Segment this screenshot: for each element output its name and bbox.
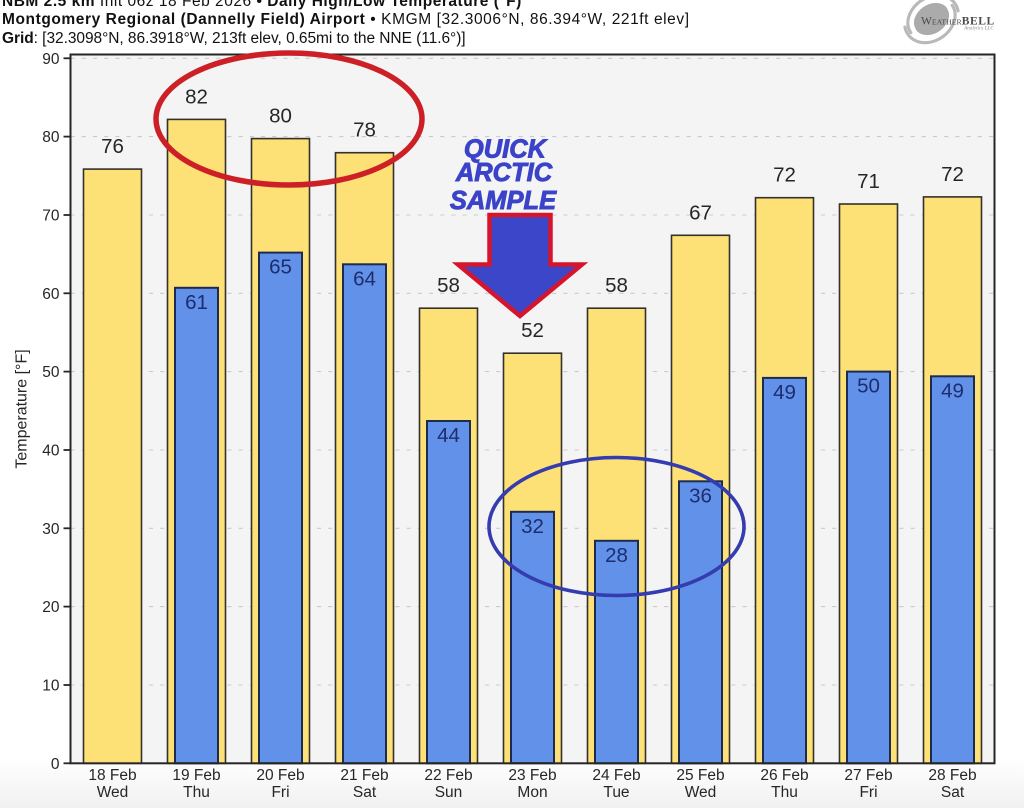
- svg-text:QUICK: QUICK: [464, 136, 548, 164]
- svg-text:60: 60: [42, 286, 60, 303]
- svg-text:19 Feb: 19 Feb: [172, 767, 220, 784]
- svg-text:22 Feb: 22 Feb: [424, 767, 472, 784]
- svg-text:71: 71: [857, 170, 880, 193]
- svg-text:40: 40: [42, 443, 60, 460]
- svg-text:26 Feb: 26 Feb: [760, 767, 808, 784]
- svg-text:WEATHERBELL: WEATHERBELL: [921, 16, 995, 28]
- svg-text:70: 70: [42, 208, 60, 225]
- svg-text:Mon: Mon: [517, 784, 547, 801]
- svg-text:30: 30: [42, 521, 60, 538]
- svg-text:Wed: Wed: [685, 784, 717, 801]
- svg-text:50: 50: [857, 375, 880, 398]
- svg-text:72: 72: [773, 164, 796, 187]
- svg-text:Fri: Fri: [271, 784, 289, 801]
- svg-text:44: 44: [437, 424, 460, 447]
- svg-text:50: 50: [42, 364, 60, 381]
- svg-text:SAMPLE: SAMPLE: [450, 187, 557, 215]
- svg-text:ARCTIC: ARCTIC: [455, 159, 553, 187]
- svg-text:32: 32: [521, 515, 544, 538]
- svg-text:Sun: Sun: [435, 784, 463, 801]
- svg-text:49: 49: [941, 379, 964, 402]
- svg-text:Temperature [°F]: Temperature [°F]: [14, 349, 31, 468]
- svg-text:80: 80: [42, 129, 60, 146]
- svg-text:76: 76: [101, 135, 124, 158]
- svg-text:Analytics LLC: Analytics LLC: [963, 26, 994, 32]
- svg-text:52: 52: [521, 319, 544, 342]
- svg-text:Wed: Wed: [97, 784, 129, 801]
- svg-text:28 Feb: 28 Feb: [928, 767, 976, 784]
- svg-text:49: 49: [773, 381, 796, 404]
- svg-text:27 Feb: 27 Feb: [844, 767, 892, 784]
- svg-text:61: 61: [185, 291, 208, 314]
- svg-text:65: 65: [269, 256, 292, 279]
- svg-text:72: 72: [941, 163, 964, 186]
- svg-text:0: 0: [51, 756, 60, 773]
- svg-text:Tue: Tue: [603, 784, 629, 801]
- svg-text:25 Feb: 25 Feb: [676, 767, 724, 784]
- svg-text:10: 10: [42, 678, 60, 695]
- svg-text:Sat: Sat: [941, 784, 965, 801]
- svg-text:64: 64: [353, 267, 376, 290]
- svg-text:Sat: Sat: [353, 784, 377, 801]
- svg-text:Fri: Fri: [859, 784, 877, 801]
- svg-text:80: 80: [269, 105, 292, 128]
- svg-text:18 Feb: 18 Feb: [88, 767, 136, 784]
- svg-text:58: 58: [437, 274, 460, 297]
- svg-text:67: 67: [689, 201, 712, 224]
- svg-text:Thu: Thu: [771, 784, 798, 801]
- svg-text:Thu: Thu: [183, 784, 210, 801]
- svg-text:78: 78: [353, 119, 376, 142]
- svg-text:20: 20: [42, 599, 60, 616]
- svg-text:21 Feb: 21 Feb: [340, 767, 388, 784]
- svg-text:36: 36: [689, 484, 712, 507]
- svg-text:24 Feb: 24 Feb: [592, 767, 640, 784]
- svg-text:58: 58: [605, 274, 628, 297]
- svg-text:20 Feb: 20 Feb: [256, 767, 304, 784]
- svg-text:23 Feb: 23 Feb: [508, 767, 556, 784]
- svg-text:28: 28: [605, 544, 628, 567]
- svg-text:82: 82: [185, 85, 208, 108]
- svg-text:90: 90: [42, 51, 60, 68]
